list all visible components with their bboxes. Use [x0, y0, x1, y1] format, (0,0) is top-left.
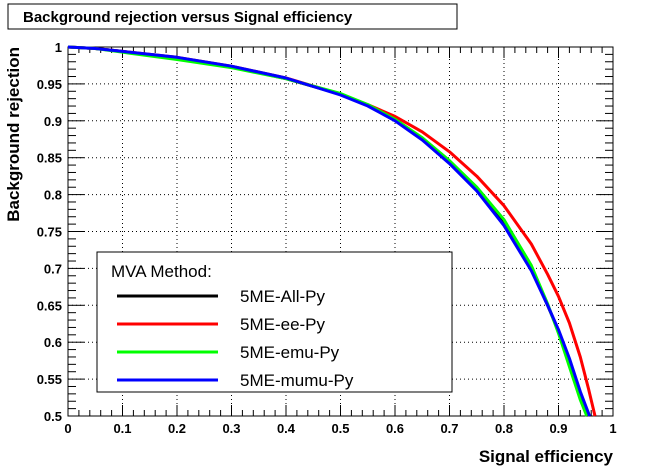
x-axis-title: Signal efficiency — [479, 447, 614, 466]
chart-title: Background rejection versus Signal effic… — [23, 9, 353, 26]
y-tick-label: 0.55 — [37, 372, 62, 387]
legend-label-5me-mumu-py: 5ME-mumu-Py — [240, 371, 354, 390]
x-tick-label: 0 — [64, 421, 71, 436]
x-tick-label: 0.3 — [222, 421, 240, 436]
y-tick-label: 0.75 — [37, 225, 62, 240]
y-tick-label: 0.6 — [44, 335, 62, 350]
y-tick-label: 0.65 — [37, 298, 62, 313]
x-tick-label: 0.2 — [168, 421, 186, 436]
legend-label-5me-emu-py: 5ME-emu-Py — [240, 343, 340, 362]
legend-header: MVA Method: — [111, 262, 212, 281]
x-tick-label: 0.6 — [386, 421, 404, 436]
x-tick-label: 0.1 — [113, 421, 131, 436]
y-axis-title: Background rejection — [4, 47, 23, 222]
title-box — [7, 3, 458, 30]
y-tick-label: 1 — [55, 40, 62, 55]
legend-label-5me-all-py: 5ME-All-Py — [240, 287, 326, 306]
y-tick-label: 0.85 — [37, 151, 62, 166]
legend-box — [96, 251, 453, 393]
legend: MVA Method: 5ME-All-Py 5ME-ee-Py 5ME-emu-P… — [96, 251, 453, 393]
y-tick-label: 0.8 — [44, 188, 62, 203]
x-tick-label: 1 — [609, 421, 616, 436]
y-tick-label: 0.95 — [37, 77, 62, 92]
series-lines — [67, 45, 597, 417]
y-tick-label: 0.5 — [44, 409, 62, 424]
legend-label-5me-ee-py: 5ME-ee-Py — [240, 315, 326, 334]
axis-ticks: 0 0.1 0.2 0.3 0.4 0.5 0.6 0.7 0.8 0.9 1 0.5 0.55 0.6 0… — [37, 40, 617, 436]
y-tick-label: 0.9 — [44, 114, 62, 129]
y-tick-label: 0.7 — [44, 261, 62, 276]
x-tick-label: 0.4 — [277, 421, 296, 436]
x-tick-label: 0.5 — [331, 421, 349, 436]
legend-entries: 5ME-All-Py 5ME-ee-Py 5ME-emu-Py 5ME-mumu-Py — [117, 287, 354, 390]
series-line-5me-mumu-py — [67, 45, 592, 417]
x-tick-label: 0.9 — [549, 421, 567, 436]
x-tick-label: 0.7 — [440, 421, 458, 436]
x-tick-label: 0.8 — [495, 421, 513, 436]
